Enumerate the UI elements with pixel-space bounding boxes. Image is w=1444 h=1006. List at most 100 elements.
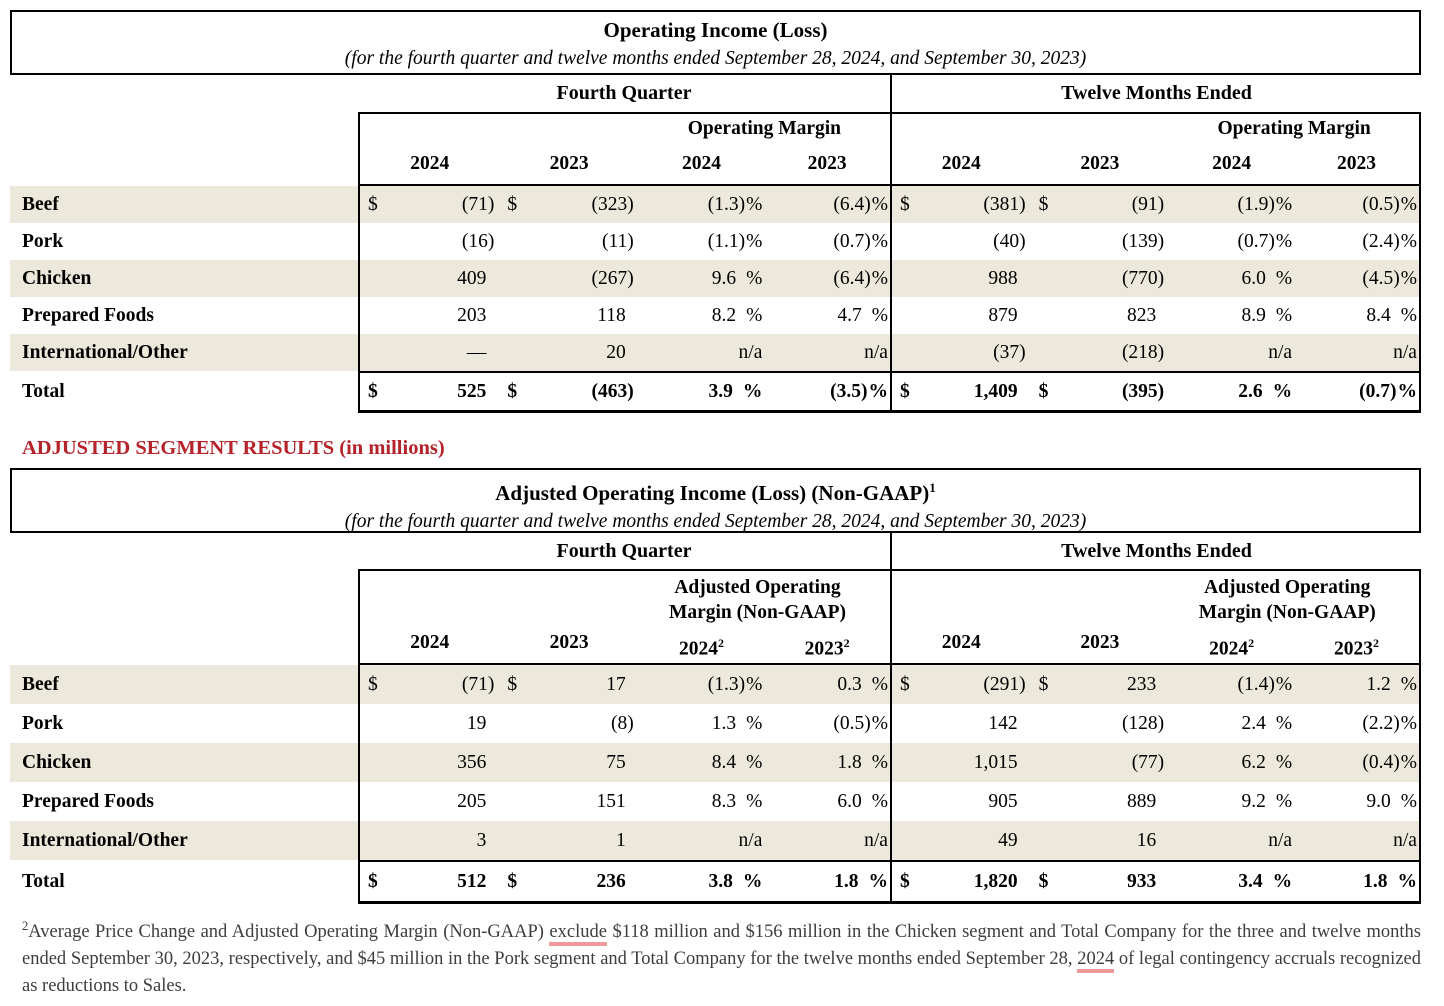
dollar-sign: $ xyxy=(900,673,910,695)
row-half-twelve-months: 879 823 8.9% 8.4% xyxy=(890,297,1421,334)
dollar-sign: $ xyxy=(900,193,910,215)
amount-value: 118 xyxy=(597,304,626,326)
amount-cell: $233 xyxy=(1031,665,1170,704)
dollar-sign xyxy=(507,830,512,852)
period-header-row: Fourth Quarter Twelve Months Ended xyxy=(10,75,1421,112)
amount-value: (267) xyxy=(591,267,634,289)
percent-sign: % xyxy=(1400,673,1417,695)
dollar-sign xyxy=(1039,342,1044,364)
year-header-left: 2024 2023 2024 2023 xyxy=(360,146,890,184)
row-half-fourth-quarter: $ (71) $17 (1.3)% 0.3% xyxy=(358,665,890,704)
margin-value: 9.0 xyxy=(1366,790,1391,812)
margin-cell: 3.4% xyxy=(1169,862,1294,901)
margin-value: 3.9 xyxy=(708,380,733,402)
row-half-twelve-months: 905 889 9.2% 9.0% xyxy=(890,782,1421,821)
row-half-twelve-months: $ (291) $233 (1.4)% 1.2% xyxy=(890,665,1421,704)
period-spacer xyxy=(10,75,358,112)
footnote: 2Average Price Change and Adjusted Opera… xyxy=(10,913,1421,1000)
margin-header-line: Adjusted Operating xyxy=(674,577,841,598)
amount-cell: 1,015 xyxy=(892,743,1031,782)
dollar-sign xyxy=(900,713,905,735)
amount-cell: (37) xyxy=(892,334,1031,371)
year-column-header: 20232 xyxy=(1334,636,1380,660)
dollar-sign xyxy=(1039,713,1044,735)
row-half-fourth-quarter: 356 75 8.4% 1.8% xyxy=(358,743,890,782)
table-row: Pork 19 (8) 1.3% (0.5)% 142 (128) 2.4% (2.2)… xyxy=(10,704,1421,743)
margin-value: 9.6 xyxy=(711,267,737,289)
margin-value: n/a xyxy=(738,341,763,363)
amount-cell: $ (323) xyxy=(499,186,638,223)
margin-value: (2.4) xyxy=(1362,230,1400,252)
margin-cell: n/a xyxy=(1294,334,1419,371)
margin-cell: n/a xyxy=(764,821,890,860)
margin-header-line: Margin (Non-GAAP) xyxy=(668,602,847,623)
margin-value: n/a xyxy=(864,341,888,363)
year-column-header: 2023 xyxy=(1080,632,1120,653)
margin-header-text: Operating Margin xyxy=(1169,114,1419,146)
dollar-sign: $ xyxy=(900,870,910,892)
margin-value: (1.9) xyxy=(1237,193,1275,215)
dollar-sign xyxy=(1039,791,1044,813)
percent-sign: % xyxy=(1275,267,1293,289)
period-fourth-quarter: Fourth Quarter xyxy=(556,539,692,562)
table-row: Prepared Foods 205 151 8.3% 6.0% 905 889 9.… xyxy=(10,782,1421,821)
dollar-sign xyxy=(507,752,512,774)
margin-value: 1.2 xyxy=(1366,673,1391,695)
row-label: Chicken xyxy=(22,751,92,773)
amount-cell: $ (395) xyxy=(1031,373,1170,410)
table-row: Total $512 $236 3.8% 1.8% $1,820 $933 3.4% 1.8% xyxy=(10,860,1421,904)
table-body: Beef $ (71) $17 (1.3)% 0.3% $ (291) $233 (1.4)% 1.… xyxy=(10,665,1421,904)
amount-value: (91) xyxy=(1131,193,1165,215)
margin-value: 8.3 xyxy=(711,790,737,812)
amount-value: 512 xyxy=(457,870,487,892)
percent-sign: % xyxy=(1400,790,1417,812)
margin-header-left: Operating Margin xyxy=(360,114,890,146)
amount-value: (8) xyxy=(611,712,634,734)
period-header-row: Fourth Quarter Twelve Months Ended xyxy=(10,533,1421,569)
amount-cell: 151 xyxy=(499,782,638,821)
percent-sign: % xyxy=(746,230,763,252)
year-column-header: 2024 xyxy=(682,153,722,174)
amount-cell: (11) xyxy=(499,223,638,260)
margin-cell: (0.7)% xyxy=(764,223,890,260)
amount-cell: 409 xyxy=(360,260,499,297)
table-subtitle: (for the fourth quarter and twelve month… xyxy=(344,48,1087,69)
margin-cell: (6.4)% xyxy=(764,260,890,297)
amount-value: 879 xyxy=(988,304,1018,326)
margin-value: 3.4 xyxy=(1238,870,1263,892)
percent-sign: % xyxy=(871,712,888,734)
percent-sign: % xyxy=(746,267,763,289)
period-spacer xyxy=(10,533,358,569)
percent-sign: % xyxy=(746,790,763,812)
table-title-box: Adjusted Operating Income (Loss) (Non-GA… xyxy=(10,468,1421,533)
row-label: Pork xyxy=(22,712,64,734)
row-label: Beef xyxy=(22,673,59,695)
amount-value: (16) xyxy=(461,230,495,252)
dollar-sign: $ xyxy=(507,380,518,402)
margin-cell: (0.4)% xyxy=(1294,743,1419,782)
margin-value: 3.8 xyxy=(708,870,733,892)
margin-cell: 1.3% xyxy=(639,704,765,743)
amount-cell: $ (91) xyxy=(1031,186,1170,223)
amount-value: 988 xyxy=(988,267,1018,289)
margin-value: (0.7) xyxy=(1237,230,1275,252)
table-row: International/Other — 20 n/a n/a (37) (218… xyxy=(10,334,1421,371)
margin-cell: 2.4% xyxy=(1169,704,1294,743)
amount-value: 203 xyxy=(457,304,487,326)
margin-cell: 6.0% xyxy=(764,782,890,821)
row-half-twelve-months: 988 (770) 6.0% (4.5)% xyxy=(890,260,1421,297)
amount-cell: $933 xyxy=(1031,862,1170,901)
amount-value: 1 xyxy=(616,829,626,851)
margin-cell: (1.3)% xyxy=(639,186,765,223)
margin-header-text: Adjusted Operating Margin (Non-GAAP) xyxy=(1156,575,1420,625)
dollar-sign xyxy=(368,305,373,327)
margin-cell: (1.1)% xyxy=(639,223,765,260)
margin-value: 2.4 xyxy=(1241,712,1266,734)
amount-cell: 889 xyxy=(1031,782,1170,821)
percent-sign: % xyxy=(1400,751,1417,773)
margin-cell: 3.8% xyxy=(639,862,765,901)
footnote-text: Average Price Change and Adjusted Operat… xyxy=(22,922,1421,996)
header-half-left: Adjusted Operating Margin (Non-GAAP) 2024… xyxy=(358,569,890,665)
margin-cell: (1.3)% xyxy=(639,665,765,704)
amount-value: 823 xyxy=(1126,304,1157,326)
